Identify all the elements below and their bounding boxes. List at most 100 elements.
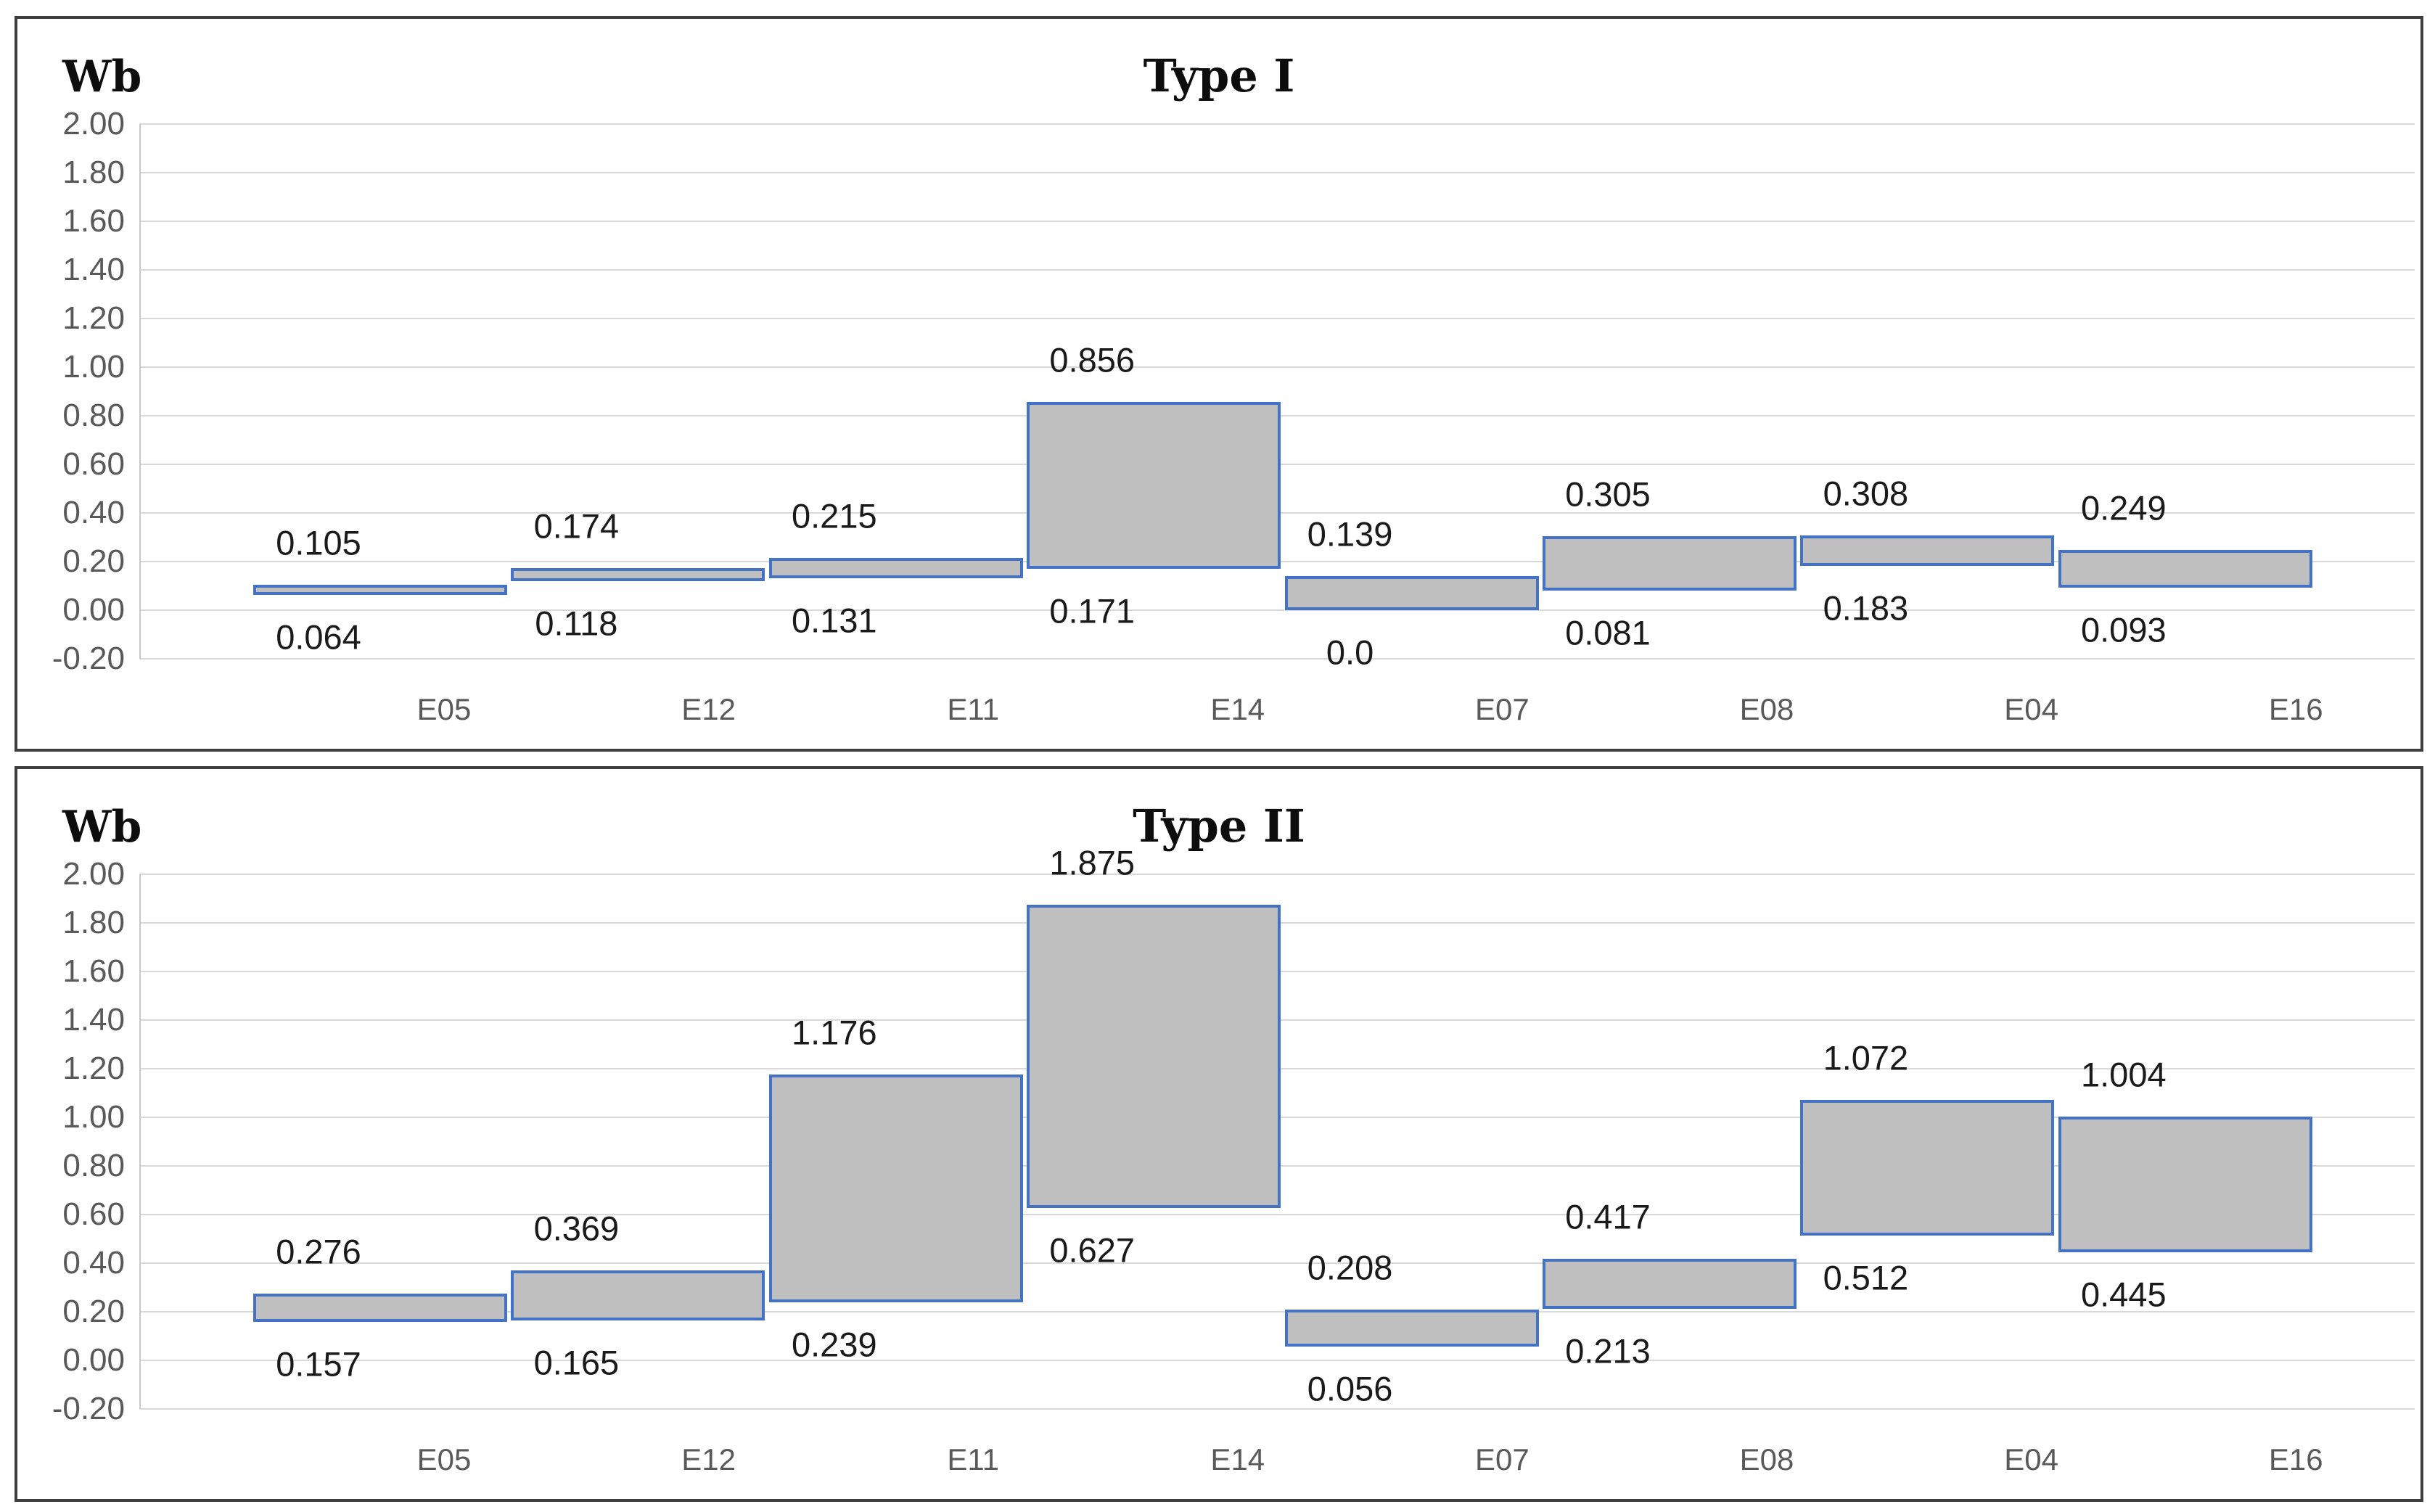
- min-value-label-e07: 0.0: [1326, 633, 1374, 672]
- y-axis-tick-label: 0.40: [62, 495, 125, 530]
- range-bar-e11: [768, 1075, 1023, 1302]
- chart-title: Type I: [1143, 49, 1295, 102]
- x-axis-category-label-e14: E14: [1210, 692, 1265, 726]
- range-bar-e11: [768, 557, 1023, 579]
- chart-title: Type II: [1133, 800, 1305, 852]
- y-axis-tick-label: 0.20: [62, 543, 125, 579]
- gridline: [139, 1408, 2415, 1410]
- max-value-label-e07: 0.139: [1307, 514, 1393, 554]
- max-value-label-e11: 1.176: [791, 1013, 877, 1052]
- y-axis-tick-label: 1.60: [62, 953, 125, 989]
- y-axis-unit-label: Wb: [62, 52, 142, 102]
- range-bar-e08: [1543, 1259, 1797, 1309]
- min-value-label-e11: 0.239: [791, 1325, 877, 1364]
- x-axis-category-label-e12: E12: [681, 1442, 736, 1476]
- y-axis-tick-label: 0.80: [62, 1148, 125, 1183]
- gridline: [139, 1311, 2415, 1312]
- max-value-label-e16: 1.004: [2080, 1055, 2167, 1094]
- gridline: [139, 1360, 2415, 1361]
- x-axis-category-label-e08: E08: [1739, 1442, 1794, 1476]
- x-axis-category-label-e08: E08: [1739, 692, 1794, 726]
- min-value-label-e12: 0.165: [533, 1343, 620, 1382]
- range-bar-e05: [253, 1293, 507, 1323]
- y-axis-tick-label: 0.40: [62, 1245, 125, 1281]
- min-value-label-e04: 0.512: [1823, 1258, 1909, 1297]
- max-value-label-e16: 0.249: [2080, 488, 2167, 527]
- y-axis-tick-label: 0.80: [62, 398, 125, 433]
- x-axis-category-label-e04: E04: [2004, 692, 2058, 726]
- min-value-label-e14: 0.171: [1049, 591, 1135, 630]
- min-value-label-e12: 0.118: [535, 604, 618, 643]
- min-value-label-e16: 0.093: [2080, 610, 2167, 649]
- y-axis-tick-label: 0.60: [62, 446, 125, 482]
- x-axis-category-label-e11: E11: [947, 692, 999, 726]
- gridline: [139, 172, 2415, 173]
- range-bar-e08: [1543, 535, 1797, 591]
- range-bar-e05: [253, 584, 507, 595]
- range-bar-e07: [1284, 1310, 1539, 1347]
- min-value-label-e08: 0.213: [1565, 1331, 1651, 1371]
- max-value-label-e04: 1.072: [1823, 1038, 1909, 1077]
- range-bar-e16: [2058, 549, 2312, 588]
- gridline: [139, 221, 2415, 222]
- range-bar-e12: [511, 567, 765, 582]
- y-axis-tick-label: 1.40: [62, 1002, 125, 1038]
- gridline: [139, 269, 2415, 271]
- range-bar-e16: [2058, 1116, 2312, 1252]
- min-value-label-e14: 0.627: [1049, 1230, 1135, 1270]
- y-axis-tick-label: 1.00: [62, 1099, 125, 1135]
- gridline: [139, 609, 2415, 611]
- range-bar-e07: [1284, 576, 1539, 610]
- x-axis-category-label-e05: E05: [416, 692, 472, 726]
- y-axis-tick-label: 0.00: [62, 592, 125, 628]
- max-value-label-e12: 0.369: [533, 1209, 620, 1248]
- gridline: [139, 366, 2415, 368]
- y-axis-tick-label: 1.80: [62, 905, 125, 940]
- chart-type-2: Wb Type II 2.00 1.80 1.60 1.40 1.20 1.00 0.80 0…: [15, 766, 2423, 1502]
- y-axis-tick-label: 0.60: [62, 1196, 125, 1232]
- y-axis-tick-label: 1.40: [62, 252, 125, 287]
- y-axis-tick-label: 0.20: [62, 1294, 125, 1329]
- min-value-label-e07: 0.056: [1307, 1369, 1393, 1408]
- y-axis-tick-label: 2.00: [62, 106, 125, 141]
- max-value-label-e07: 0.208: [1307, 1248, 1393, 1287]
- x-axis-category-label-e05: E05: [416, 1442, 472, 1476]
- x-axis-category-label-e14: E14: [1210, 1442, 1265, 1476]
- range-bar-e04: [1800, 1099, 2055, 1236]
- y-axis-tick-label: 1.80: [62, 155, 125, 190]
- x-axis-category-label-e04: E04: [2004, 1442, 2058, 1476]
- gridline: [139, 658, 2415, 660]
- y-axis-tick-label: 1.00: [62, 349, 125, 385]
- y-axis-unit-label: Wb: [62, 802, 142, 852]
- x-axis-category-label-e07: E07: [1475, 1442, 1529, 1476]
- max-value-label-e14: 0.856: [1049, 340, 1135, 379]
- y-axis-tick-label: 1.60: [62, 203, 125, 239]
- max-value-label-e05: 0.105: [276, 523, 361, 562]
- y-axis-tick-label: -0.20: [52, 1391, 125, 1426]
- chart-type-1: Wb Type I 2.00 1.80 1.60 1.40 1.20 1.00 0.80 0.…: [15, 16, 2423, 752]
- y-axis-tick-label: 1.20: [62, 300, 125, 336]
- min-value-label-e08: 0.081: [1565, 613, 1651, 652]
- y-axis-tick-label: 2.00: [62, 856, 125, 892]
- gridline: [139, 1262, 2415, 1264]
- max-value-label-e05: 0.276: [276, 1232, 361, 1271]
- gridline: [139, 874, 2415, 875]
- range-bar-e12: [511, 1270, 765, 1320]
- y-axis-line: [139, 874, 141, 1409]
- y-axis-tick-label: -0.20: [52, 641, 125, 676]
- x-axis-category-label-e16: E16: [2268, 1442, 2323, 1476]
- min-value-label-e04: 0.183: [1823, 588, 1909, 628]
- max-value-label-e04: 0.308: [1823, 474, 1909, 513]
- gridline: [139, 1214, 2415, 1215]
- x-axis-category-label-e16: E16: [2268, 692, 2323, 726]
- min-value-label-e11: 0.131: [791, 601, 877, 640]
- y-axis-tick-label: 1.20: [62, 1051, 125, 1086]
- max-value-label-e12: 0.174: [533, 506, 620, 546]
- range-bar-e14: [1027, 904, 1281, 1208]
- max-value-label-e11: 0.215: [791, 496, 877, 535]
- min-value-label-e05: 0.157: [276, 1344, 361, 1384]
- gridline: [139, 318, 2415, 319]
- gridline: [139, 123, 2415, 125]
- y-axis-line: [139, 124, 141, 659]
